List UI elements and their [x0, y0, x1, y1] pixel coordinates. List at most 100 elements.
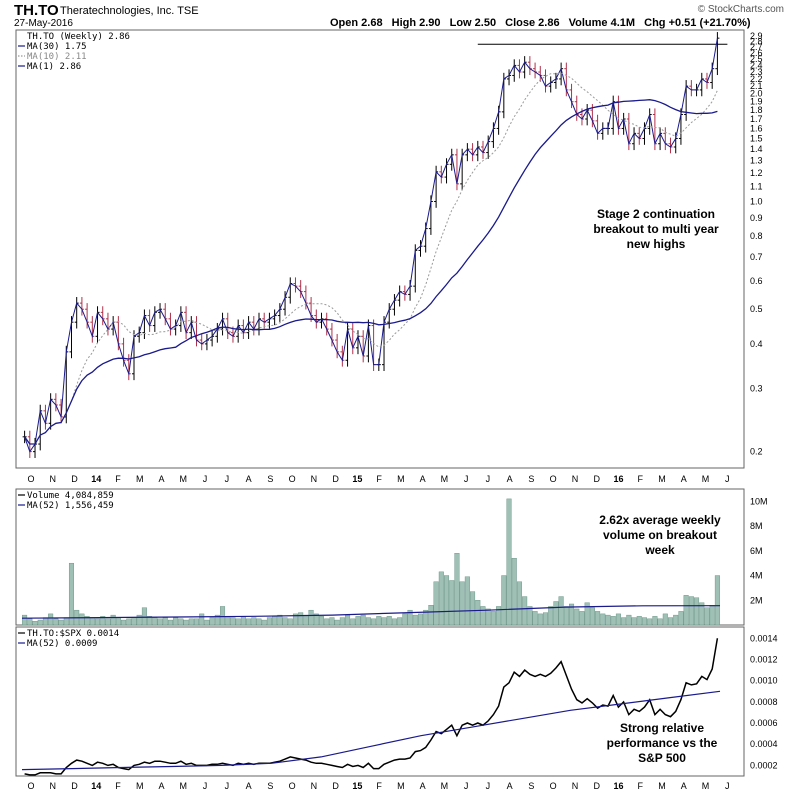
volume-bar: [261, 619, 267, 626]
price-x-tick-28: F: [637, 474, 643, 484]
price-x-tick-0: O: [27, 474, 34, 484]
price-y-tick-11: 1.3: [750, 156, 763, 166]
volume-bar: [292, 613, 298, 626]
price-y-tick-12: 1.4: [750, 144, 763, 154]
price-x-tick-29: M: [658, 474, 666, 484]
volume-bar: [579, 611, 585, 626]
volume-bar: [345, 614, 351, 626]
volume-bar: [100, 616, 106, 626]
price-y-tick-6: 0.8: [750, 231, 763, 241]
volume-bar: [199, 613, 205, 626]
volume-bar: [688, 596, 694, 626]
rs-x-tick-5: M: [136, 781, 144, 791]
volume-bar: [449, 580, 455, 626]
volume-bar: [428, 605, 434, 626]
volume-bar: [121, 619, 127, 626]
rs-x-tick-15: 15: [352, 781, 362, 791]
volume-legend-1: MA(52) 1,556,459: [27, 501, 114, 511]
volume-bar: [360, 614, 366, 626]
volume-bar: [178, 618, 184, 626]
rs-x-tick-25: N: [572, 781, 579, 791]
volume-ma52-line: [21, 605, 721, 619]
price-y-tick-9: 1.1: [750, 182, 763, 192]
rs-x-tick-2: D: [71, 781, 78, 791]
rs-x-tick-29: M: [658, 781, 666, 791]
price-x-tick-6: A: [159, 474, 165, 484]
price-y-tick-20: 2.2: [750, 74, 763, 84]
rs-y-tick-0: 0.0002: [750, 760, 778, 770]
volume-bar: [371, 618, 377, 626]
rs-x-tick-23: S: [528, 781, 534, 791]
volume-bar: [574, 608, 580, 626]
volume-bar: [657, 618, 663, 626]
volume-bar: [303, 614, 309, 626]
volume-bar: [246, 618, 252, 626]
volume-bar: [704, 607, 710, 626]
volume-bar: [27, 618, 33, 626]
price-x-tick-11: S: [267, 474, 273, 484]
price-legend-3: MA(1) 2.86: [27, 62, 81, 72]
rs-x-tick-7: M: [180, 781, 188, 791]
rs-x-tick-27: 16: [613, 781, 623, 791]
volume-bar: [167, 619, 173, 626]
volume-bar: [110, 614, 116, 626]
quote-volume: Volume 4.1M: [568, 17, 636, 29]
volume-bar: [600, 613, 606, 626]
volume-bar: [58, 619, 64, 626]
price-annotation-line-1: breakout to multi year: [593, 222, 719, 236]
volume-y-tick-1: 4M: [750, 571, 763, 581]
volume-bar: [595, 611, 601, 626]
volume-bar: [407, 609, 413, 626]
price-x-tick-16: F: [376, 474, 382, 484]
volume-bar: [548, 606, 554, 626]
rs-x-tick-32: J: [725, 781, 730, 791]
quote-close: Close 2.86: [505, 17, 560, 29]
rs-y-tick-5: 0.0012: [750, 654, 778, 664]
volume-bar: [470, 591, 476, 626]
volume-bar: [391, 618, 397, 626]
rs-y-tick-6: 0.0014: [750, 633, 778, 643]
volume-bar: [324, 618, 330, 626]
volume-bar: [131, 617, 137, 626]
quote-open: Open 2.68: [330, 17, 383, 29]
price-x-tick-19: M: [441, 474, 449, 484]
price-x-tick-24: O: [550, 474, 557, 484]
volume-bar: [714, 575, 720, 626]
price-y-tick-3: 0.5: [750, 304, 763, 314]
price-y-tick-4: 0.6: [750, 276, 763, 286]
rs-x-tick-24: O: [550, 781, 557, 791]
rs-x-tick-21: J: [486, 781, 491, 791]
price-y-tick-8: 1.0: [750, 196, 763, 206]
price-x-tick-12: O: [289, 474, 296, 484]
volume-bar: [68, 562, 74, 626]
price-x-tick-2: D: [71, 474, 78, 484]
volume-bar: [136, 614, 142, 626]
volume-bar: [454, 553, 460, 626]
price-y-tick-23: 2.5: [750, 54, 763, 64]
volume-bar: [537, 613, 543, 626]
volume-bar: [220, 606, 226, 626]
volume-bar: [256, 618, 262, 626]
pane-frame-2: [15, 488, 745, 626]
volume-bar: [105, 618, 111, 626]
volume-bar: [511, 558, 517, 626]
volume-bar: [89, 617, 95, 626]
rs-x-tick-14: D: [332, 781, 339, 791]
volume-bar: [53, 618, 59, 626]
volume-bar: [298, 612, 304, 626]
volume-bar: [230, 617, 236, 626]
price-y-tick-21: 2.3: [750, 67, 763, 77]
volume-bar: [173, 617, 179, 626]
volume-bar: [84, 616, 90, 626]
volume-bar: [79, 613, 85, 626]
volume-bar: [412, 614, 418, 626]
volume-bar: [610, 616, 616, 626]
volume-bar: [209, 617, 215, 626]
chart-header: TH.TO Theratechnologies, Inc. TSE 27-May…: [0, 0, 800, 30]
volume-bar: [287, 618, 293, 626]
rs-x-tick-17: M: [397, 781, 405, 791]
rs-x-tick-1: N: [50, 781, 57, 791]
volume-bar: [459, 581, 465, 626]
volume-y-tick-2: 6M: [750, 546, 763, 556]
